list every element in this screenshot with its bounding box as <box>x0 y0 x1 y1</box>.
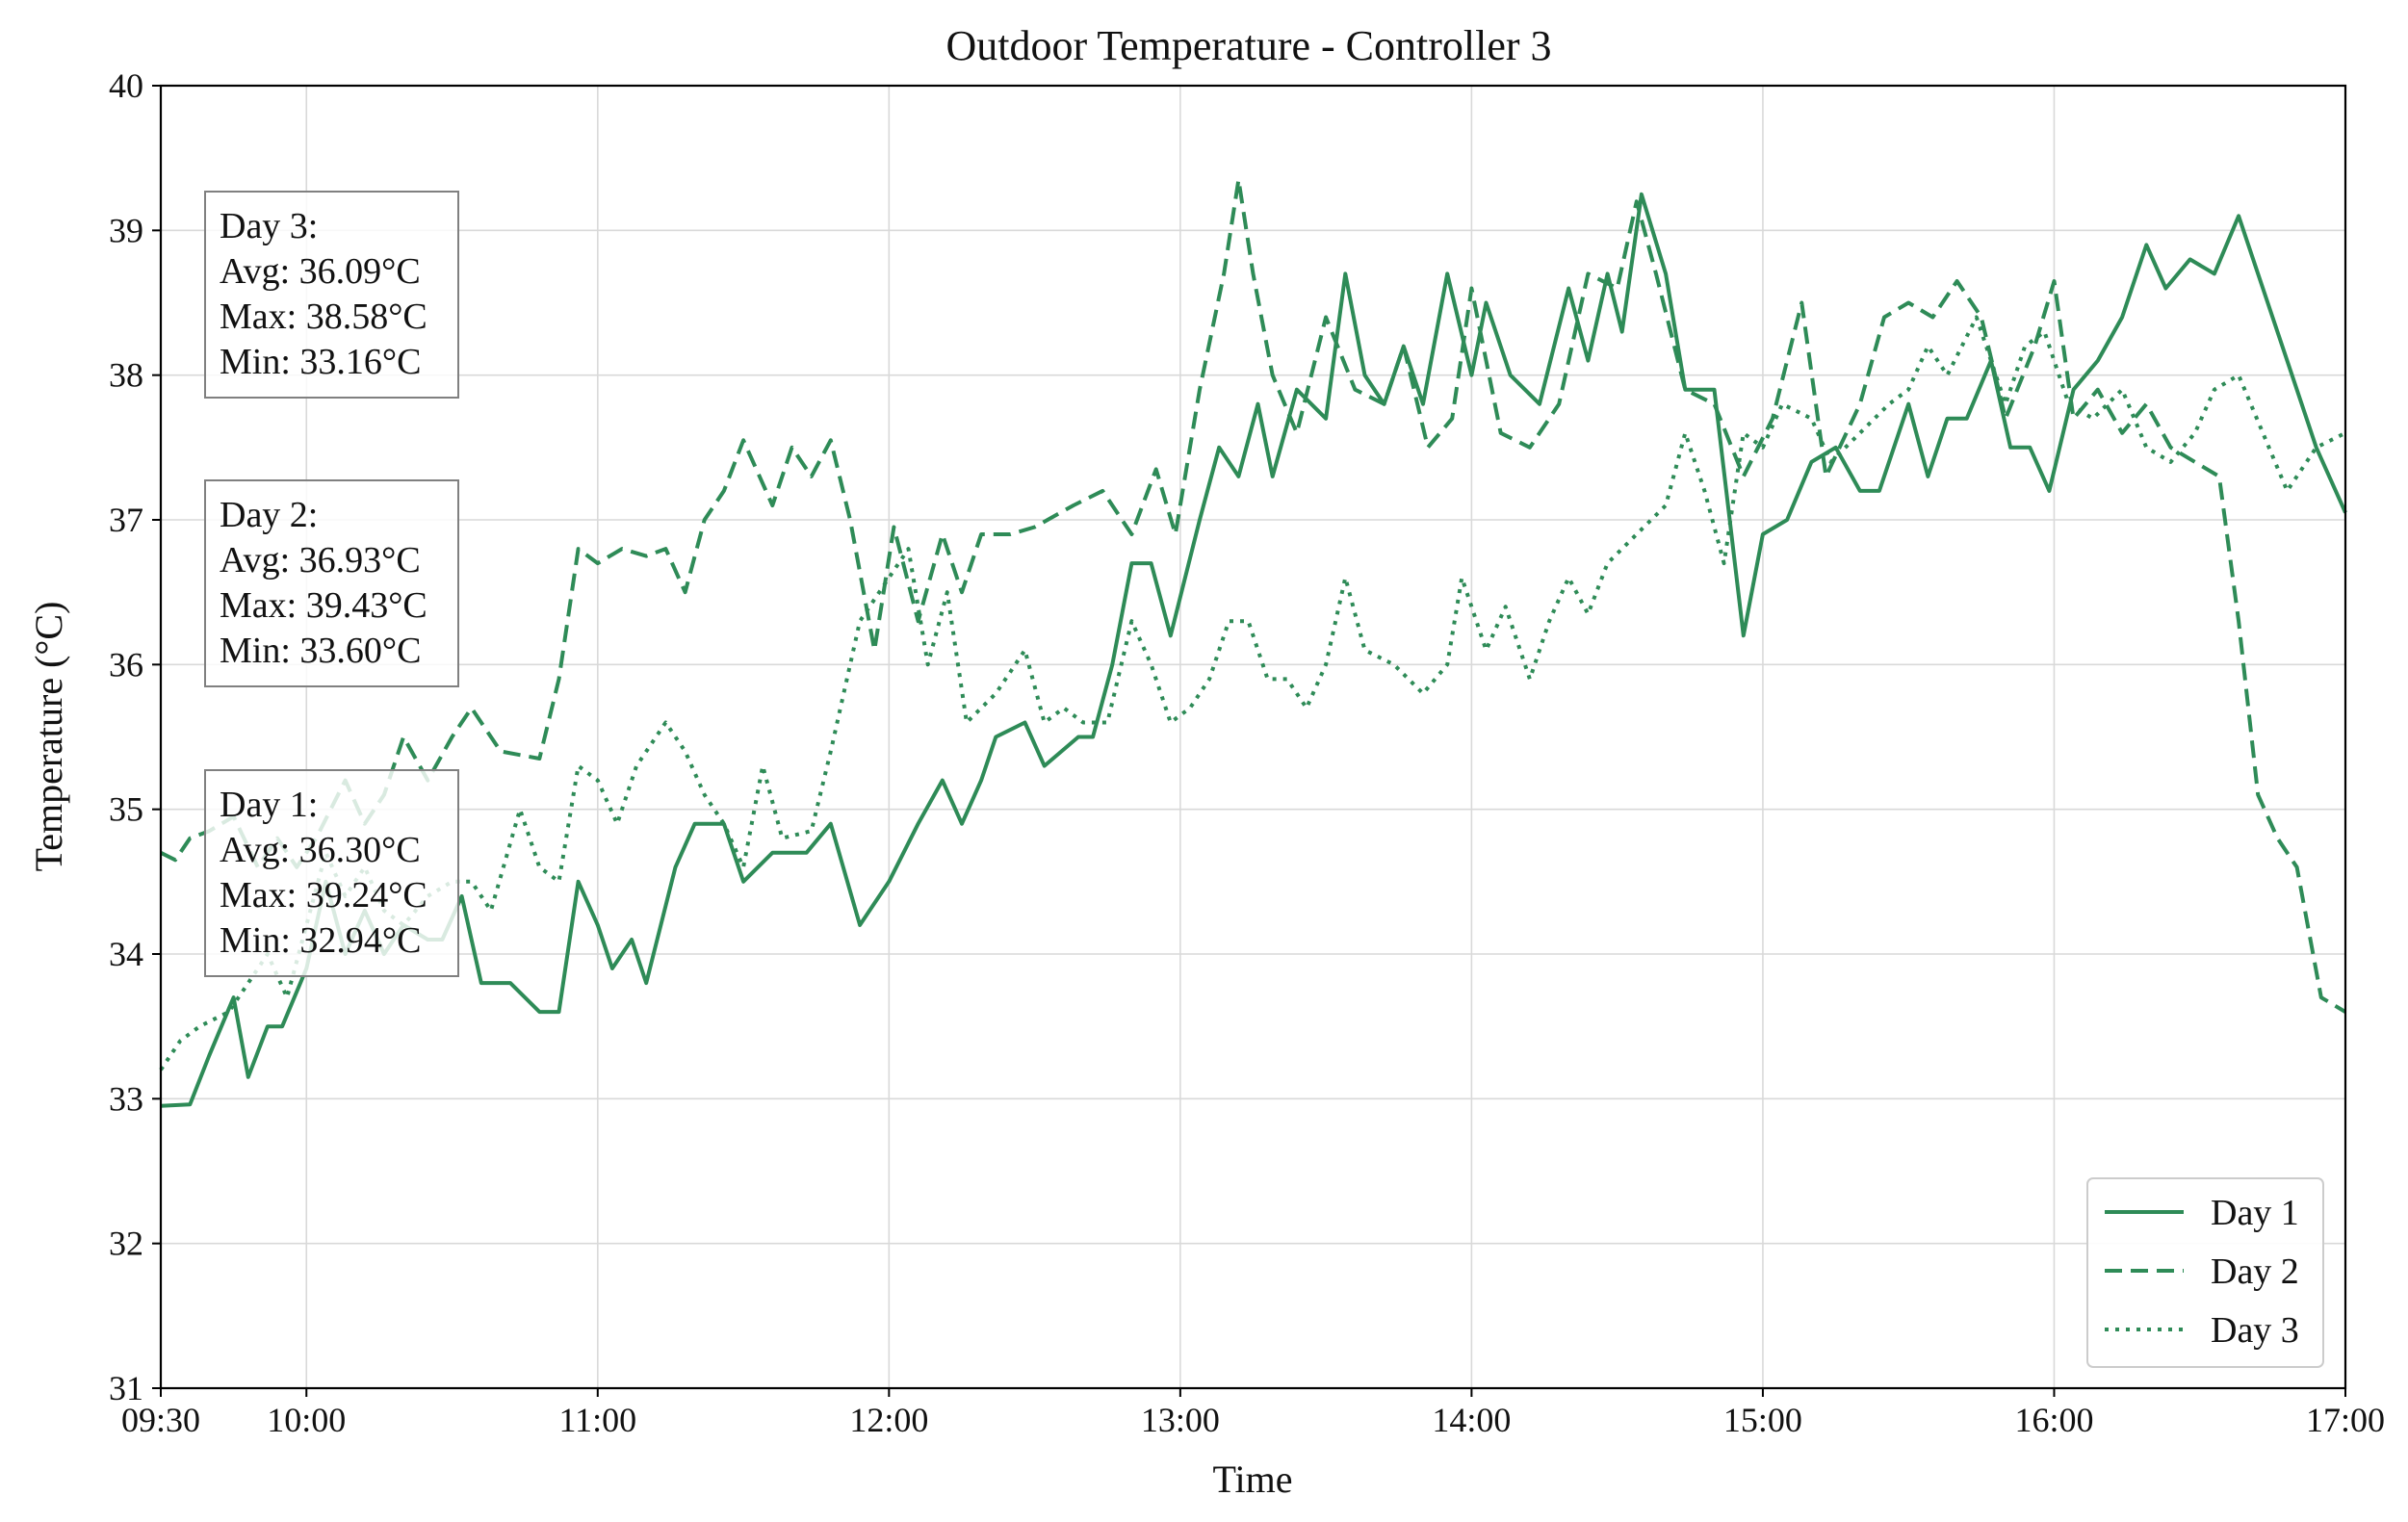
y-tick-label: 37 <box>109 501 143 539</box>
day3-stats-max: Max: 38.58°C <box>220 297 427 337</box>
day1-stats-min: Min: 32.94°C <box>220 920 421 961</box>
day2-stats-min: Min: 33.60°C <box>220 631 421 671</box>
y-axis-label: Temperature (°C) <box>27 602 70 872</box>
x-tick-label: 10:00 <box>267 1401 346 1439</box>
axis-ticks: 09:30 10:00 11:00 12:00 13:00 14:00 15:00 16:00… <box>109 66 2385 1439</box>
legend-frame <box>2086 1177 2324 1368</box>
day1-stats-max: Max: 39.24°C <box>220 875 427 916</box>
legend-label-day1: Day 1 <box>2211 1193 2299 1233</box>
y-tick-label: 33 <box>109 1079 143 1118</box>
plot-frame <box>159 84 2347 1390</box>
day3-stats-min: Min: 33.16°C <box>220 342 421 382</box>
x-tick-label: 17:00 <box>2306 1401 2385 1439</box>
legend-label-day3: Day 3 <box>2211 1310 2299 1351</box>
x-tick-label: 12:00 <box>849 1401 928 1439</box>
y-tick-label: 36 <box>109 645 143 684</box>
day1-stats-avg: Avg: 36.30°C <box>220 830 421 870</box>
x-tick-label: 13:00 <box>1141 1401 1220 1439</box>
series-line-day-1 <box>160 192 2347 1108</box>
y-tick-label: 35 <box>109 790 143 829</box>
day2-stats-box: Day 2: Avg: 36.93°C Max: 39.43°C Min: 33… <box>204 479 459 687</box>
day1-stats-box: Day 1: Avg: 36.30°C Max: 39.24°C Min: 32… <box>204 769 459 977</box>
day2-stats-max: Max: 39.43°C <box>220 585 427 626</box>
day2-stats-avg: Avg: 36.93°C <box>220 540 421 580</box>
y-tick-label: 34 <box>109 935 143 973</box>
y-tick-label: 32 <box>109 1225 143 1263</box>
y-tick-label: 39 <box>109 211 143 249</box>
chart-title: Outdoor Temperature - Controller 3 <box>945 22 1551 69</box>
y-tick-label: 31 <box>109 1369 143 1407</box>
day3-stats-title: Day 3: <box>220 206 318 246</box>
x-tick-label: 09:30 <box>121 1401 200 1439</box>
y-tick-label: 38 <box>109 356 143 395</box>
day3-stats-avg: Avg: 36.09°C <box>220 251 421 292</box>
x-axis-label: Time <box>1212 1458 1292 1501</box>
x-tick-label: 11:00 <box>558 1401 636 1439</box>
day3-stats-box: Day 3: Avg: 36.09°C Max: 38.58°C Min: 33… <box>204 191 459 399</box>
legend-label-day2: Day 2 <box>2211 1251 2299 1292</box>
day1-stats-title: Day 1: <box>220 785 318 825</box>
series-layer <box>159 177 2347 1108</box>
x-tick-label: 15:00 <box>1723 1401 1802 1439</box>
day2-stats-title: Day 2: <box>220 495 318 535</box>
y-tick-label: 40 <box>109 66 143 105</box>
legend: Day 1 Day 2 Day 3 <box>2086 1177 2324 1368</box>
x-tick-label: 14:00 <box>1432 1401 1511 1439</box>
series-line-day-3 <box>159 315 2346 1071</box>
x-tick-label: 16:00 <box>2014 1401 2093 1439</box>
